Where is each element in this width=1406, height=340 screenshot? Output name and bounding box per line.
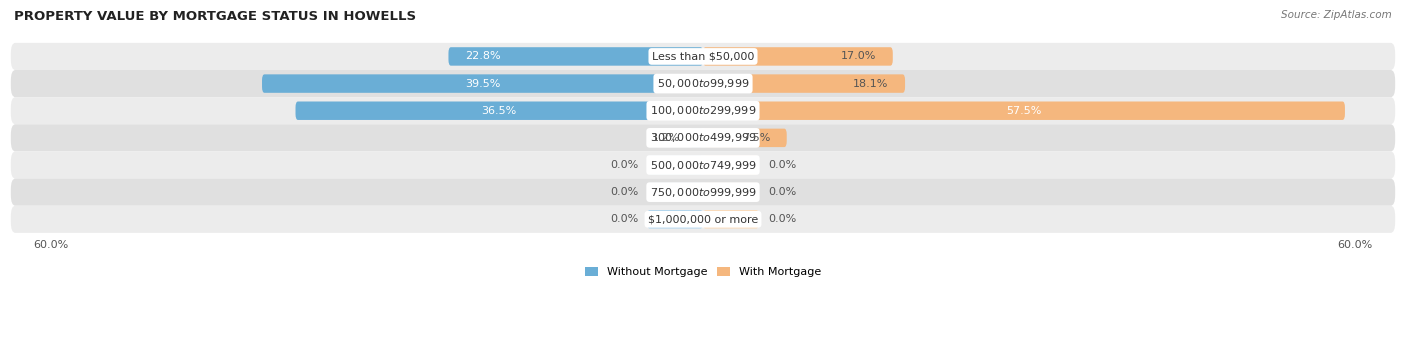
Text: 7.5%: 7.5% (741, 133, 770, 143)
FancyBboxPatch shape (11, 124, 1395, 151)
FancyBboxPatch shape (295, 102, 703, 120)
Text: 0.0%: 0.0% (768, 187, 796, 197)
Text: $500,000 to $749,999: $500,000 to $749,999 (650, 158, 756, 171)
FancyBboxPatch shape (647, 156, 703, 174)
FancyBboxPatch shape (11, 43, 1395, 70)
Text: $1,000,000 or more: $1,000,000 or more (648, 214, 758, 224)
Text: 0.0%: 0.0% (610, 160, 638, 170)
Text: Source: ZipAtlas.com: Source: ZipAtlas.com (1281, 10, 1392, 20)
Text: $300,000 to $499,999: $300,000 to $499,999 (650, 131, 756, 144)
FancyBboxPatch shape (703, 129, 787, 147)
Text: 1.2%: 1.2% (652, 133, 681, 143)
Text: 22.8%: 22.8% (465, 51, 501, 62)
FancyBboxPatch shape (703, 74, 905, 93)
FancyBboxPatch shape (11, 206, 1395, 233)
Text: PROPERTY VALUE BY MORTGAGE STATUS IN HOWELLS: PROPERTY VALUE BY MORTGAGE STATUS IN HOW… (14, 10, 416, 23)
FancyBboxPatch shape (449, 47, 703, 66)
FancyBboxPatch shape (689, 129, 703, 147)
Text: 60.0%: 60.0% (1337, 240, 1372, 250)
Text: 39.5%: 39.5% (465, 79, 501, 89)
FancyBboxPatch shape (647, 183, 703, 201)
Text: 60.0%: 60.0% (34, 240, 69, 250)
FancyBboxPatch shape (703, 210, 759, 228)
Text: $750,000 to $999,999: $750,000 to $999,999 (650, 186, 756, 199)
Text: 0.0%: 0.0% (768, 160, 796, 170)
Text: $100,000 to $299,999: $100,000 to $299,999 (650, 104, 756, 117)
FancyBboxPatch shape (11, 178, 1395, 206)
FancyBboxPatch shape (703, 102, 1346, 120)
FancyBboxPatch shape (703, 183, 759, 201)
FancyBboxPatch shape (262, 74, 703, 93)
FancyBboxPatch shape (703, 156, 759, 174)
Text: $50,000 to $99,999: $50,000 to $99,999 (657, 77, 749, 90)
FancyBboxPatch shape (11, 70, 1395, 97)
FancyBboxPatch shape (11, 97, 1395, 124)
Legend: Without Mortgage, With Mortgage: Without Mortgage, With Mortgage (581, 262, 825, 282)
Text: 0.0%: 0.0% (768, 214, 796, 224)
Text: 0.0%: 0.0% (610, 214, 638, 224)
FancyBboxPatch shape (11, 151, 1395, 179)
FancyBboxPatch shape (703, 47, 893, 66)
Text: 57.5%: 57.5% (1007, 106, 1042, 116)
Text: 17.0%: 17.0% (841, 51, 876, 62)
Text: 18.1%: 18.1% (853, 79, 889, 89)
FancyBboxPatch shape (647, 210, 703, 228)
Text: 0.0%: 0.0% (610, 187, 638, 197)
Text: Less than $50,000: Less than $50,000 (652, 51, 754, 62)
Text: 36.5%: 36.5% (482, 106, 517, 116)
